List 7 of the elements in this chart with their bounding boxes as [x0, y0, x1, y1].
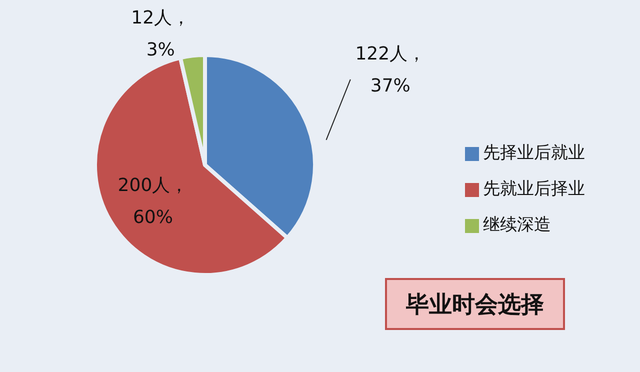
data-label: 12人， 3% [131, 8, 190, 61]
data-label: 200人， 60% [118, 174, 188, 228]
legend-label: 先择业后就业 [483, 143, 585, 163]
legend-label: 先就业后择业 [483, 179, 585, 199]
legend-label: 继续深造 [483, 215, 551, 235]
text: 毕业时会选择 [385, 278, 565, 330]
data-label: 122人， 37% [355, 43, 426, 96]
